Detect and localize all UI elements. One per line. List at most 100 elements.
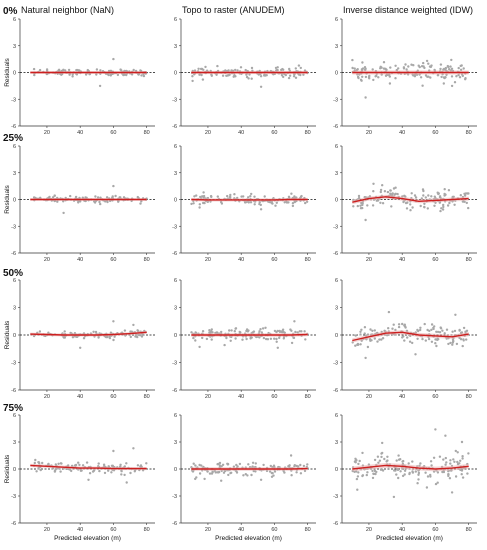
data-point [467,206,470,210]
data-point [112,320,115,323]
data-point [264,326,267,329]
data-point [410,63,413,66]
y-tick-label: 3 [335,440,338,446]
data-point [409,203,412,206]
data-point [38,68,42,72]
data-point [32,67,36,71]
fit-line [30,331,147,336]
data-point [353,67,356,70]
data-point [116,73,120,77]
data-point [287,76,291,80]
y-tick-label: 0 [174,71,177,77]
data-point [357,471,360,474]
data-point [407,462,410,465]
data-point [397,454,400,457]
data-point [371,329,374,332]
data-point [366,345,370,349]
data-point [425,59,429,63]
data-point [225,74,228,78]
y-tick-label: -3 [172,97,177,103]
y-tick-label: 0 [13,467,16,473]
y-tick-label: -6 [172,251,177,257]
data-point [98,84,102,88]
data-point [466,472,469,475]
fit-line [30,464,147,470]
data-point [272,464,276,467]
y-tick-label: 0 [335,467,338,473]
data-point [423,202,426,205]
data-point [198,206,201,209]
data-point [221,74,225,77]
y-axis-title: Residuals [4,454,11,483]
data-point [465,338,468,341]
column-title-natural-neighbor: Natural neighbor (NaN) [21,5,114,15]
data-point [229,193,232,197]
data-point [136,335,139,339]
data-point [94,195,97,198]
y-tick-label: -3 [11,97,16,103]
y-tick-label: 3 [13,306,16,312]
data-point [379,190,382,194]
data-point [430,328,433,331]
data-point [394,192,397,195]
data-point [290,474,293,477]
data-point [276,329,279,333]
data-point [96,196,100,199]
data-point [392,495,396,499]
data-point [381,441,384,445]
data-point [240,195,243,198]
data-point [395,473,398,476]
data-point [297,64,301,67]
data-point [416,337,419,340]
data-point [259,328,262,331]
y-tick-label: 0 [13,198,16,204]
data-point [440,207,443,210]
data-point [399,470,402,473]
data-point [59,470,62,473]
data-point [37,461,40,464]
data-point [443,332,446,335]
data-point [259,75,263,78]
data-point [80,469,83,472]
data-point [359,333,362,336]
data-point [455,342,459,346]
x-tick-label: 20 [44,130,50,136]
data-point [251,465,254,468]
y-tick-label: -3 [333,494,338,500]
data-point [461,476,465,479]
data-point [200,464,203,467]
data-point [262,463,265,467]
data-point [376,455,380,458]
data-point [381,337,385,340]
data-point [280,68,283,72]
x-tick-label: 20 [205,130,211,136]
data-point [86,68,90,72]
y-tick-label: 3 [174,440,177,446]
data-point [300,330,303,333]
data-point [416,328,419,332]
y-tick-label: -3 [11,224,16,230]
data-point [405,207,409,210]
data-point [444,76,447,79]
data-point [41,461,44,465]
data-point [458,76,462,79]
data-point [139,202,142,205]
data-point [379,201,382,204]
data-point [359,343,362,346]
y-tick-label: 6 [335,17,338,23]
data-point [241,338,244,341]
data-point [203,201,206,205]
data-point [260,331,263,334]
data-point [412,63,415,67]
data-point [132,447,135,450]
data-point [299,66,302,70]
data-point [381,202,385,205]
data-point [361,451,364,455]
data-point [456,460,459,464]
data-point [270,201,273,204]
x-tick-label: 40 [238,527,244,533]
data-point [226,463,230,466]
data-point [356,488,359,491]
data-point [113,335,116,338]
data-point [290,341,294,345]
